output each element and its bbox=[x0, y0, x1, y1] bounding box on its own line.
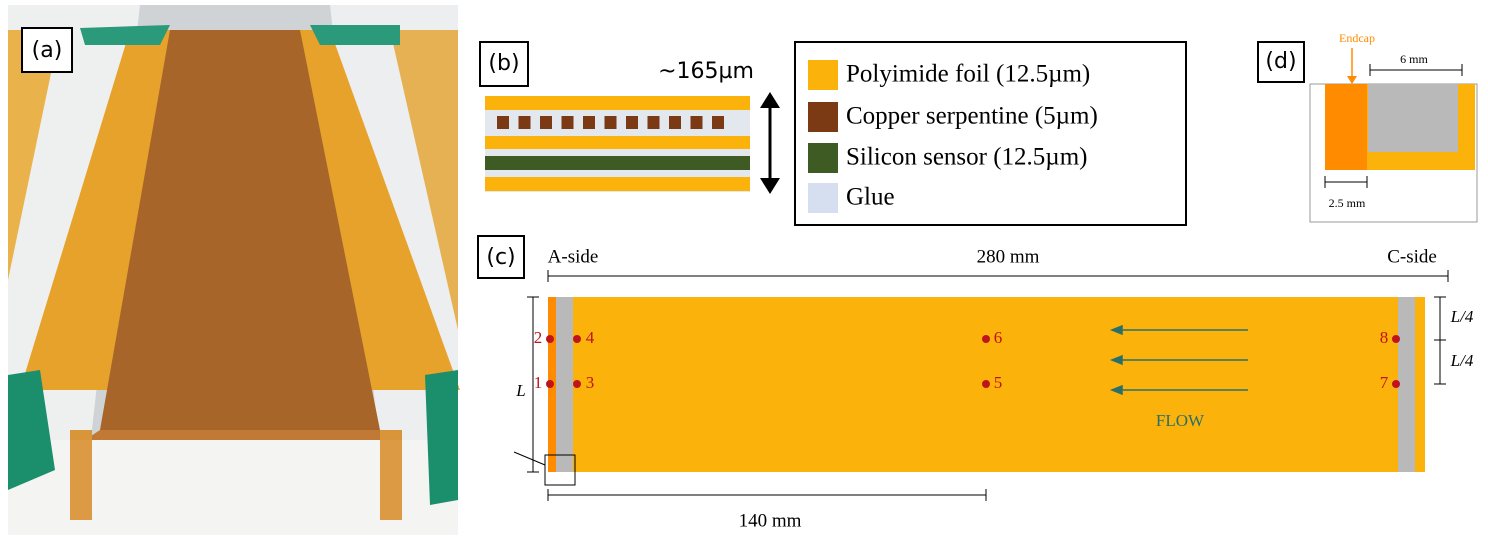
legend-swatch bbox=[808, 183, 838, 213]
photo bbox=[8, 5, 460, 535]
copper-trace bbox=[562, 116, 574, 129]
thickness-arrow bbox=[760, 92, 780, 194]
thickness-label: ~165µm bbox=[658, 59, 754, 84]
side-label: A-side bbox=[548, 246, 599, 267]
quarter-label: L/4 bbox=[1450, 307, 1474, 326]
figure: (a) (b) ~165µm Polyimide foil (12.5µm) C… bbox=[0, 0, 1488, 539]
stave-drawing bbox=[514, 270, 1448, 501]
dimension-label: 6 mm bbox=[1400, 52, 1428, 66]
legend-label: Glue bbox=[846, 184, 895, 211]
width-label: L bbox=[515, 381, 525, 400]
copper-trace bbox=[605, 116, 617, 129]
layer-stack bbox=[485, 96, 750, 192]
flow-label: FLOW bbox=[1156, 411, 1205, 430]
copper-trace bbox=[519, 116, 531, 129]
dimension-label: 140 mm bbox=[739, 510, 802, 531]
sensor-label: 2 bbox=[534, 328, 543, 347]
legend-swatch bbox=[808, 60, 838, 90]
legend-label: Silicon sensor (12.5µm) bbox=[846, 144, 1087, 171]
sensor-label: 6 bbox=[994, 328, 1003, 347]
copper-trace bbox=[648, 116, 660, 129]
dimension-label: 280 mm bbox=[977, 246, 1040, 267]
panel-label: (d) bbox=[1265, 49, 1296, 74]
panel-label: (b) bbox=[488, 51, 519, 76]
sensor-label: 7 bbox=[1380, 373, 1389, 392]
copper-trace bbox=[712, 116, 724, 129]
quarter-label: L/4 bbox=[1450, 351, 1474, 370]
side-label: C-side bbox=[1387, 246, 1437, 267]
sensor-label: 1 bbox=[534, 373, 543, 392]
legend-swatch bbox=[808, 102, 838, 132]
copper-trace bbox=[583, 116, 595, 129]
copper-trace bbox=[691, 116, 703, 129]
dimension-label: 2.5 mm bbox=[1329, 196, 1366, 210]
legend-label: Copper serpentine (5µm) bbox=[846, 103, 1098, 130]
sensor-label: 4 bbox=[586, 328, 595, 347]
copper-trace bbox=[669, 116, 681, 129]
sensor-label: 5 bbox=[994, 373, 1003, 392]
sensor-label: 3 bbox=[586, 373, 595, 392]
legend-swatch bbox=[808, 143, 838, 173]
copper-trace bbox=[540, 116, 552, 129]
copper-trace bbox=[626, 116, 638, 129]
panel-label: (a) bbox=[32, 38, 63, 63]
legend-label: Polyimide foil (12.5µm) bbox=[846, 61, 1090, 88]
copper-trace bbox=[497, 116, 509, 129]
panel-label: (c) bbox=[486, 245, 515, 270]
endcap-label: Endcap bbox=[1339, 31, 1375, 45]
sensor-label: 8 bbox=[1380, 328, 1389, 347]
